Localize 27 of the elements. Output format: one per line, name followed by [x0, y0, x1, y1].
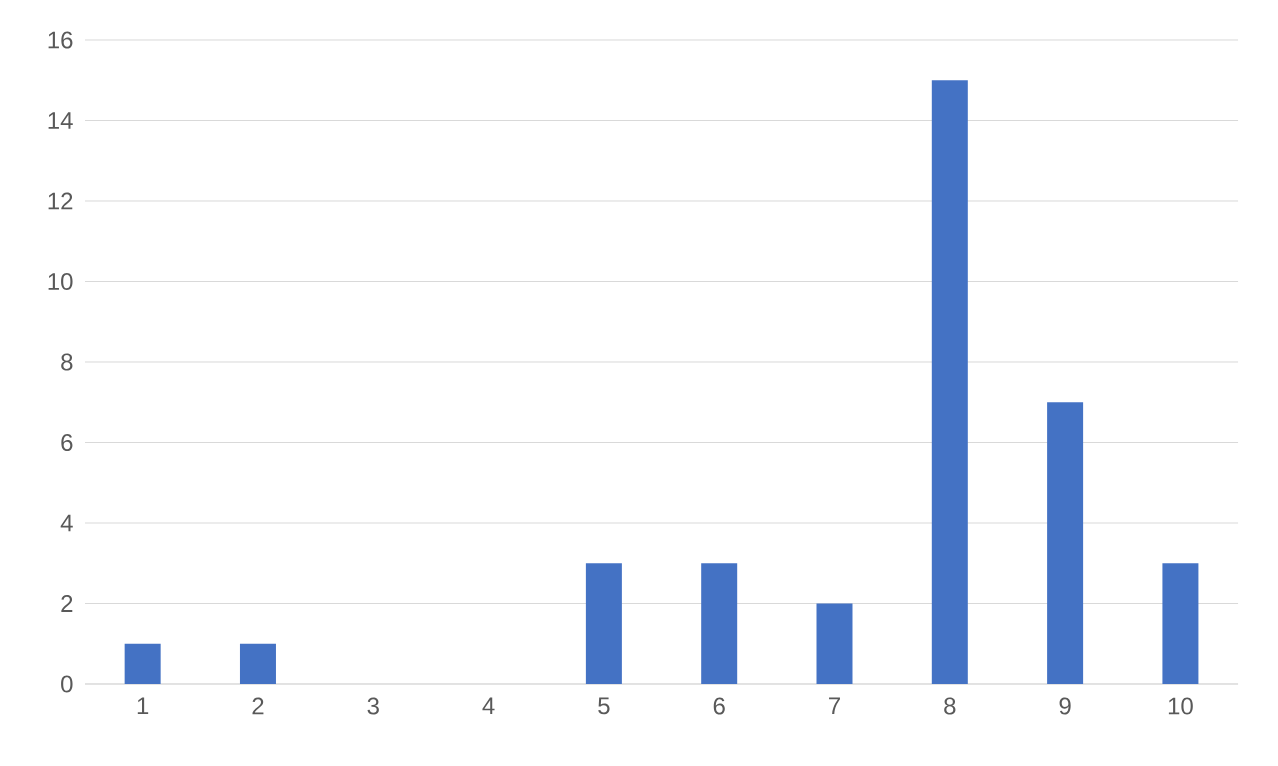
bar: [124, 643, 161, 684]
bar: [585, 563, 622, 684]
x-tick-label: 2: [252, 697, 264, 715]
bar: [701, 563, 738, 684]
bar: [1047, 402, 1084, 684]
x-tick-label: 8: [944, 697, 956, 715]
x-tick-label: 3: [367, 697, 379, 715]
y-tick-label: 14: [48, 112, 73, 129]
y-tick-label: 12: [48, 192, 73, 210]
x-tick-label: 5: [598, 697, 610, 715]
bar: [1162, 563, 1199, 684]
x-tick-label: 9: [1059, 697, 1071, 715]
bar: [239, 643, 276, 684]
y-tick-label: 4: [60, 514, 73, 532]
y-tick-label: 16: [48, 31, 73, 49]
y-tick-label: 0: [61, 675, 73, 693]
bar: [931, 80, 968, 684]
bar: [816, 603, 853, 684]
x-tick-label: 1: [137, 697, 149, 715]
x-tick-label: 6: [713, 697, 725, 715]
x-tick-label: 10: [1168, 697, 1193, 715]
y-tick-label: 8: [61, 353, 73, 371]
y-tick-label: 6: [61, 433, 73, 451]
x-tick-label: 7: [829, 697, 840, 715]
y-tick-label: 2: [61, 595, 73, 612]
y-tick-label: 10: [48, 272, 73, 290]
x-tick-label: 4: [482, 697, 495, 715]
